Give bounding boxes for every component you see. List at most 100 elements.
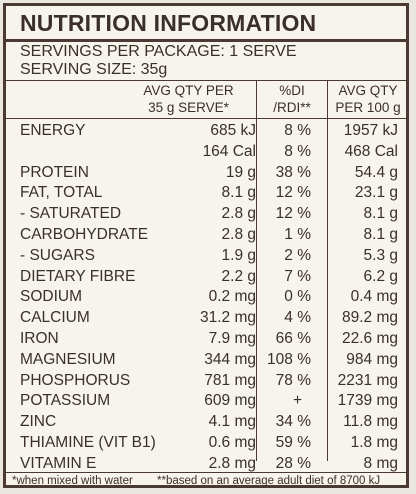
di-percent: 12 % — [275, 184, 311, 202]
qty-per-serve: 781 mg — [204, 371, 256, 389]
di-percent: 8 % — [284, 142, 311, 160]
di-percent: 0 % — [284, 288, 311, 306]
table-row: VITAMIN E 2.8 mg 28 % 8 mg — [6, 454, 406, 475]
nutrient-name: ENERGY — [20, 122, 86, 139]
footer-divider — [6, 472, 406, 473]
table-row: - SATURATED 2.8 g 12 % 8.1 g — [6, 204, 406, 225]
header-di-line2: /RDI** — [273, 100, 311, 115]
qty-per-100g: 1.8 mg — [350, 433, 398, 451]
servings-per-package: SERVINGS PER PACKAGE: 1 SERVE — [20, 43, 297, 60]
qty-per-serve: 4.1 mg — [208, 413, 256, 431]
nutrient-name: CARBOHYDRATE — [20, 225, 149, 243]
qty-per-100g: 1957 kJ — [343, 122, 398, 139]
qty-per-serve: 2.8 g — [221, 205, 256, 223]
di-percent: 34 % — [275, 413, 311, 431]
qty-per-serve: 1.9 g — [221, 246, 256, 264]
di-percent: 108 % — [267, 350, 311, 368]
nutrient-name: SODIUM — [20, 288, 82, 306]
qty-per-serve: 685 kJ — [210, 122, 256, 139]
di-percent: 28 % — [275, 454, 311, 472]
header-avg100-line2: PER 100 g — [335, 100, 401, 115]
qty-per-serve: 0.6 mg — [208, 433, 256, 451]
table-row: IRON 7.9 mg 66 % 22.6 mg — [6, 329, 406, 350]
header-avg-qty-100g: AVG QTY PER 100 g — [328, 82, 408, 118]
table-row: THIAMINE (VIT B1) 0.6 mg 59 % 1.8 mg — [6, 433, 406, 454]
nutrient-name: THIAMINE (VIT B1) — [20, 433, 156, 451]
qty-per-100g: 8.1 g — [363, 205, 398, 223]
qty-per-100g: 0.4 mg — [350, 288, 398, 306]
nutrient-table: ENERGY 685 kJ 8 % 1957 kJ 164 Cal 8 % 468 Cal… — [6, 121, 406, 475]
nutrient-name: FAT, TOTAL — [20, 184, 103, 202]
di-percent: 2 % — [284, 246, 311, 264]
nutrient-name: DIETARY FIBRE — [20, 267, 136, 285]
nutrient-name: POTASSIUM — [20, 392, 111, 410]
qty-per-serve: 344 mg — [204, 350, 256, 368]
qty-per-100g: 89.2 mg — [341, 309, 398, 327]
header-top-divider — [6, 80, 406, 81]
di-percent: 1 % — [284, 225, 311, 243]
di-percent: 59 % — [275, 433, 311, 451]
qty-per-100g: 984 mg — [346, 350, 398, 368]
table-row: 164 Cal 8 % 468 Cal — [6, 142, 406, 163]
header-avg100-line1: AVG QTY — [338, 83, 398, 98]
nutrition-panel: NUTRITION INFORMATION SERVINGS PER PACKA… — [3, 3, 409, 488]
serving-size: SERVING SIZE: 35g — [20, 61, 168, 78]
qty-per-100g: 468 Cal — [344, 142, 398, 160]
header-di-line1: %DI — [279, 83, 305, 98]
table-row: MAGNESIUM 344 mg 108 % 984 mg — [6, 350, 406, 371]
nutrient-name: PROTEIN — [20, 163, 89, 181]
table-row: CARBOHYDRATE 2.8 g 1 % 8.1 g — [6, 225, 406, 246]
header-avg-qty-line1: AVG QTY PER — [143, 83, 234, 98]
table-row: DIETARY FIBRE 2.2 g 7 % 6.2 g — [6, 267, 406, 288]
nutrient-name: MAGNESIUM — [20, 350, 116, 368]
qty-per-100g: 8.1 g — [363, 225, 398, 243]
title-divider — [6, 39, 406, 42]
di-percent: 4 % — [284, 309, 311, 327]
table-row: PHOSPHORUS 781 mg 78 % 2231 mg — [6, 371, 406, 392]
di-percent: + — [292, 392, 302, 410]
table-row: FAT, TOTAL 8.1 g 12 % 23.1 g — [6, 183, 406, 204]
table-row: POTASSIUM 609 mg +1739 mg — [6, 391, 406, 412]
nutrient-name: IRON — [20, 329, 59, 347]
qty-per-100g: 22.6 mg — [341, 329, 398, 347]
table-row: SODIUM 0.2 mg 0 % 0.4 mg — [6, 287, 406, 308]
qty-per-serve: 609 mg — [204, 392, 256, 410]
qty-per-100g: 54.4 g — [354, 163, 398, 181]
di-percent: 78 % — [275, 371, 311, 389]
di-percent: 7 % — [284, 267, 311, 285]
qty-per-serve: 2.2 g — [221, 267, 256, 285]
qty-per-serve: 2.8 g — [221, 225, 256, 243]
header-bottom-divider — [6, 118, 406, 119]
di-percent: 8 % — [284, 122, 311, 139]
qty-per-100g: 2231 mg — [337, 371, 398, 389]
header-di: %DI /RDI** — [258, 82, 326, 118]
di-percent: 12 % — [275, 205, 311, 223]
nutrient-name: CALCIUM — [20, 309, 90, 327]
qty-per-serve: 31.2 mg — [199, 309, 256, 327]
table-row: ZINC 4.1 mg 34 % 11.8 mg — [6, 412, 406, 433]
nutrient-name: - SATURATED — [20, 205, 122, 223]
nutrient-name: - SUGARS — [20, 246, 95, 264]
footnote-water: *when mixed with water — [12, 475, 133, 487]
qty-per-100g: 11.8 mg — [343, 413, 398, 431]
qty-per-serve: 2.8 mg — [208, 454, 256, 472]
footnote-diet: **based on an average adult diet of 8700… — [157, 475, 381, 487]
column-divider-100g — [327, 81, 328, 461]
qty-per-100g: 23.1 g — [354, 184, 398, 202]
qty-per-100g: 5.3 g — [363, 246, 398, 264]
nutrient-name: VITAMIN E — [20, 454, 97, 472]
table-row: PROTEIN 19 g 38 % 54.4 g — [6, 163, 406, 184]
table-row: ENERGY 685 kJ 8 % 1957 kJ — [6, 121, 406, 142]
nutrient-name: PHOSPHORUS — [20, 371, 131, 389]
qty-per-serve: 164 Cal — [202, 142, 256, 160]
qty-per-100g: 1739 mg — [337, 392, 398, 410]
di-percent: 66 % — [275, 329, 311, 347]
qty-per-serve: 7.9 mg — [208, 329, 256, 347]
qty-per-serve: 19 g — [225, 163, 256, 181]
qty-per-100g: 6.2 g — [363, 267, 398, 285]
nutrient-name: ZINC — [20, 413, 57, 431]
column-divider-di — [256, 81, 257, 461]
qty-per-100g: 8 mg — [363, 454, 398, 472]
di-percent: 38 % — [275, 163, 311, 181]
panel-title: NUTRITION INFORMATION — [20, 10, 317, 36]
